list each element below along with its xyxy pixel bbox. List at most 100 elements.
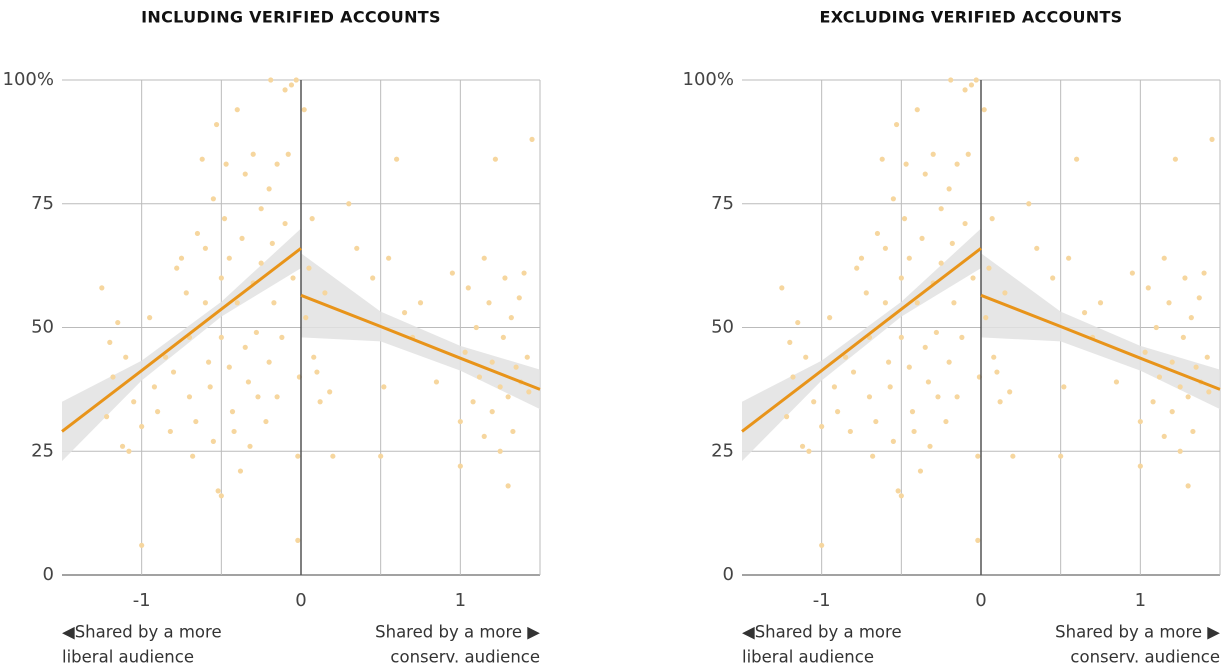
y-tick-label: 0	[43, 564, 54, 585]
scatter-point	[223, 161, 229, 167]
scatter-point	[155, 409, 161, 415]
x-tick-label: 0	[295, 590, 306, 611]
scatter-point	[346, 201, 352, 207]
scatter-point	[510, 428, 516, 435]
scatter-point	[311, 354, 317, 360]
scatter-point	[863, 290, 869, 296]
scatter-point	[954, 161, 960, 167]
fit-line	[300, 293, 541, 391]
scatter-point	[1153, 324, 1159, 331]
scatter-point	[819, 542, 825, 548]
scatter-point	[295, 537, 301, 543]
axis-note: liberal audience	[742, 648, 874, 667]
scatter-point	[784, 414, 790, 420]
scatter-point	[213, 121, 220, 128]
scatter-point	[1209, 136, 1215, 142]
scatter-point	[790, 374, 796, 380]
scatter-point	[481, 255, 487, 261]
scatter-point	[285, 151, 291, 157]
scatter-point	[279, 334, 285, 340]
scatter-point	[401, 310, 408, 316]
scatter-point	[306, 265, 312, 271]
scatter-point	[835, 409, 841, 415]
scatter-point	[1166, 300, 1172, 306]
scatter-point	[258, 206, 264, 212]
scatter-point	[178, 255, 185, 261]
scatter-point	[917, 468, 924, 474]
scatter-point	[885, 359, 892, 365]
scatter-point	[327, 389, 333, 395]
scatter-point	[293, 77, 299, 83]
scatter-point	[943, 418, 949, 425]
scatter-point	[997, 399, 1003, 405]
y-tick-label: 100%	[3, 69, 54, 90]
scatter-point	[226, 255, 232, 261]
scatter-point	[457, 418, 463, 425]
scatter-point	[973, 77, 979, 83]
scatter-point	[946, 359, 952, 365]
scatter-point	[831, 384, 838, 390]
scatter-point	[962, 87, 968, 93]
scatter-point	[949, 240, 955, 246]
scatter-point	[194, 230, 201, 237]
scatter-point	[449, 270, 455, 276]
scatter-point	[301, 107, 307, 113]
scatter-point	[954, 394, 960, 400]
scatter-point	[266, 359, 272, 365]
scatter-point	[1010, 453, 1016, 459]
scatter-point	[215, 488, 221, 494]
scatter-point	[1188, 315, 1194, 321]
scatter-point	[799, 443, 806, 449]
scatter-point	[174, 265, 180, 271]
confidence-band	[62, 228, 301, 462]
scatter-point	[186, 394, 193, 400]
scatter-point	[1026, 201, 1032, 207]
scatter-point	[994, 369, 1000, 375]
scatter-point	[131, 399, 137, 405]
scatter-point	[271, 300, 277, 306]
scatter-point	[282, 220, 288, 227]
scatter-point	[258, 260, 264, 266]
axis-note: liberal audience	[62, 648, 194, 667]
scatter-point	[524, 354, 530, 360]
scatter-point	[1050, 275, 1056, 281]
scatter-point	[887, 384, 893, 390]
scatter-point	[1206, 389, 1212, 395]
scatter-point	[147, 315, 153, 321]
x-tick-label: -1	[133, 590, 151, 611]
scatter-point	[218, 493, 224, 499]
scatter-point	[167, 428, 173, 435]
scatter-point	[991, 354, 997, 360]
y-tick-label: 75	[711, 193, 734, 214]
y-tick-label: 100%	[683, 69, 734, 90]
scatter-point	[473, 324, 479, 331]
scatter-point	[906, 255, 912, 261]
scatter-point	[1007, 389, 1013, 395]
scatter-point	[266, 186, 272, 192]
scatter-point	[274, 161, 280, 167]
scatter-point	[317, 399, 323, 405]
scatter-point	[433, 379, 440, 385]
scatter-point	[221, 216, 228, 222]
scatter-point	[959, 334, 965, 340]
scatter-point	[218, 334, 224, 340]
scatter-point	[1002, 290, 1008, 296]
scatter-point	[162, 354, 169, 360]
scatter-point	[1204, 354, 1210, 360]
scatter-point	[1177, 384, 1183, 390]
scatter-point	[1177, 448, 1183, 454]
scatter-point	[806, 448, 812, 454]
scatter-point	[268, 77, 274, 83]
scatter-point	[870, 453, 876, 459]
scatter-point	[151, 384, 158, 390]
scatter-point	[854, 265, 860, 271]
scatter-point	[903, 161, 909, 167]
scatter-point	[919, 235, 925, 241]
scatter-point	[269, 240, 275, 246]
y-tick-label: 25	[711, 440, 734, 461]
scatter-point	[1113, 379, 1120, 385]
scatter-point	[237, 468, 244, 474]
scatter-point	[253, 329, 259, 336]
scatter-point	[1145, 285, 1151, 291]
scatter-point	[242, 171, 248, 177]
